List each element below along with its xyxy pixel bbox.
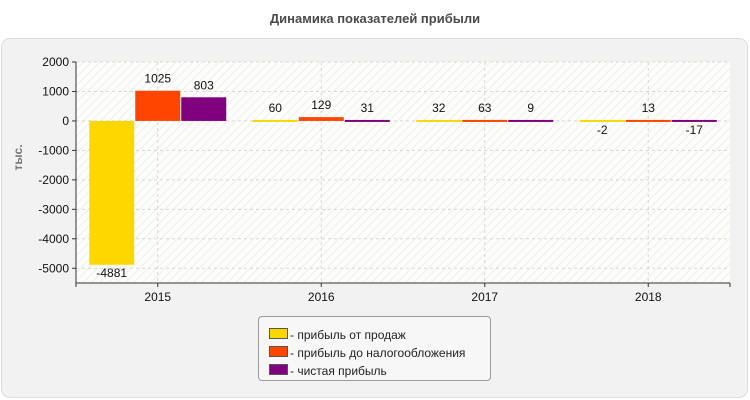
bar [298, 117, 344, 121]
bar-value-label: 31 [361, 101, 375, 115]
x-tick-label: 2017 [471, 290, 498, 304]
y-tick-label: -2000 [38, 173, 69, 187]
x-tick-label: 2016 [308, 290, 335, 304]
legend-item-pretax-profit: - прибыль до налогообложения [269, 343, 490, 361]
bar [181, 97, 227, 121]
bar [508, 119, 554, 122]
x-tick-label: 2018 [635, 290, 662, 304]
bar-value-label: 63 [478, 101, 492, 115]
bar [416, 119, 462, 122]
legend-swatch-sales-profit [269, 328, 288, 340]
chart-legend: - прибыль от продаж - прибыль до налогоо… [258, 316, 491, 381]
bar [135, 90, 181, 121]
x-tick-label: 2015 [144, 290, 171, 304]
bar [579, 119, 625, 122]
bar [462, 119, 508, 122]
y-tick-label: 2000 [42, 55, 69, 69]
bar [625, 119, 671, 122]
bar-value-label: 13 [642, 101, 656, 115]
bar-value-label: 803 [194, 78, 214, 92]
legend-item-sales-profit: - прибыль от продаж [269, 325, 490, 343]
bar-value-label: 9 [527, 101, 534, 115]
legend-item-net-profit: - чистая прибыль [269, 361, 490, 379]
bar-value-label: 129 [311, 98, 331, 112]
bar-value-label: 60 [269, 101, 283, 115]
legend-swatch-pretax-profit [269, 346, 288, 358]
y-tick-label: -5000 [38, 261, 69, 275]
bar-value-label: -4881 [96, 266, 127, 280]
bar-value-label: 32 [432, 101, 446, 115]
bar-value-label: -17 [686, 123, 704, 137]
y-tick-label: -3000 [38, 202, 69, 216]
bar-value-label: -2 [597, 123, 608, 137]
y-tick-label: -4000 [38, 232, 69, 246]
y-tick-label: 0 [62, 114, 69, 128]
legend-label-net-profit: - чистая прибыль [290, 363, 387, 378]
legend-label-sales-profit: - прибыль от продаж [290, 327, 406, 342]
bar [344, 119, 390, 122]
bar [671, 119, 717, 122]
y-axis-label: тыс. [11, 144, 25, 170]
bar [252, 119, 298, 122]
y-tick-label: -1000 [38, 143, 69, 157]
legend-swatch-net-profit [269, 364, 288, 376]
bar-value-label: 1025 [144, 72, 171, 86]
y-tick-label: 1000 [42, 84, 69, 98]
legend-label-pretax-profit: - прибыль до налогообложения [290, 345, 466, 360]
bar [89, 120, 135, 265]
chart-title: Динамика показателей прибыли [269, 11, 481, 26]
